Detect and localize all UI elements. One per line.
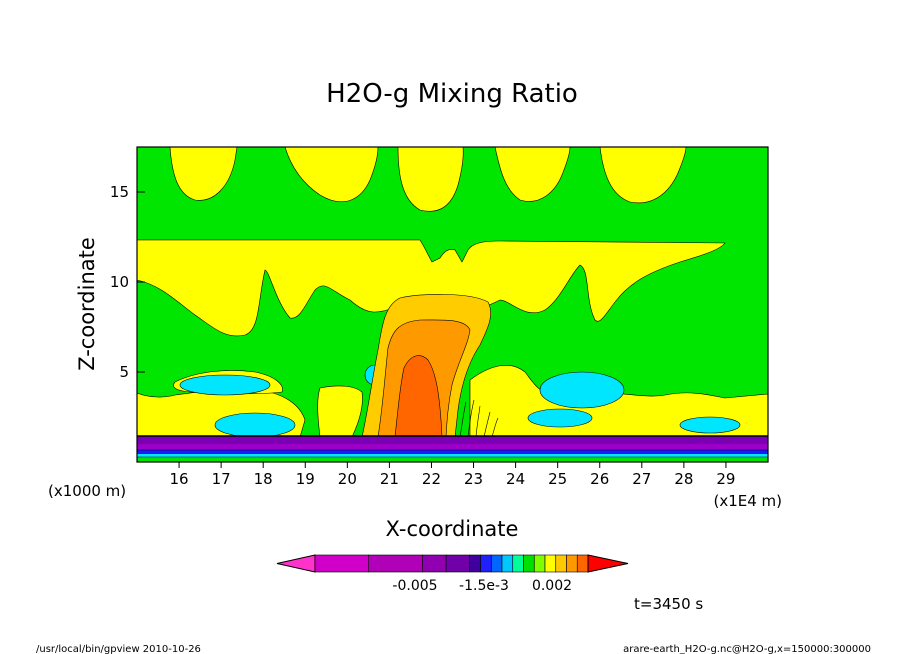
x-tick-label: 17 [212,470,231,488]
boundary-layer-green [137,457,768,462]
upper-yellow-region [494,147,571,202]
x-tick-label: 20 [338,470,357,488]
x-tick-label: 19 [296,470,315,488]
colorbar-segment [544,554,557,573]
x-units-left: (x1000 m) [48,482,126,500]
colorbar-max-extend [587,554,629,573]
colorbar-segment [566,554,578,573]
boundary-layer-blue [137,450,768,454]
colorbar-segment [512,554,524,573]
colorbar-segment [501,554,514,573]
boundary-layer-violet [137,444,768,450]
cyan-region [539,371,625,409]
x-tick-label: 23 [464,470,483,488]
x-tick-label: 16 [170,470,189,488]
x-tick-label: 21 [380,470,399,488]
x-tick-label: 27 [632,470,651,488]
colorbar-segment [555,554,567,573]
x-tick-label: 18 [254,470,273,488]
colorbar-segment [576,554,589,573]
colorbar [276,554,629,573]
colorbar-segment [445,554,471,573]
x-units-right: (x1E4 m) [713,492,782,510]
boundary-layer-cyan [137,454,768,457]
colorbar-label-1: -0.005 [392,578,437,594]
footer-right: arare-earth_H2O-g.nc@H2O-g,x=150000:3000… [623,644,871,654]
cyan-region [214,412,296,438]
colorbar-segment [480,554,492,573]
y-tick-label: 5 [119,363,129,381]
colorbar-segment [523,554,535,573]
contour-field [137,147,768,462]
x-tick-label: 22 [422,470,441,488]
lower-yellow-band [317,385,363,438]
colorbar-segment [314,554,370,573]
mid-yellow-band [137,239,726,337]
colorbar-min-extend [276,554,316,573]
x-axis-ticks: 16 17 18 19 20 21 22 23 24 25 26 27 28 29 [170,462,735,488]
plume-dark-orange [394,355,443,438]
colorbar-segment [533,554,546,573]
footer-left: /usr/local/bin/gpview 2010-10-26 [36,644,201,654]
x-axis-label: X-coordinate [386,517,519,541]
colorbar-segment [469,554,481,573]
cyan-region [179,374,271,396]
y-axis-ticks: 5 10 15 [110,183,145,381]
colorbar-label-2: -1.5e-3 [459,578,509,594]
colorbar-segment [368,554,423,573]
streak-region [459,399,499,438]
x-tick-label: 28 [674,470,693,488]
colorbar-segment [490,554,503,573]
plot-frame [136,146,769,463]
chart-title: H2O-g Mixing Ratio [326,79,578,109]
x-tick-label: 25 [548,470,567,488]
upper-yellow-region [284,147,379,203]
upper-yellow-region [397,147,464,212]
colorbar-label-3: 0.002 [532,578,572,594]
upper-yellow-region [599,147,687,204]
x-tick-label: 24 [506,470,525,488]
boundary-layer-purple [137,436,768,444]
cyan-region [527,408,593,428]
y-axis-label: Z-coordinate [75,237,99,371]
y-tick-label: 10 [110,273,129,291]
y-tick-label: 15 [110,183,129,201]
time-label: t=3450 s [634,595,703,613]
x-tick-label: 29 [716,470,735,488]
x-tick-label: 26 [590,470,609,488]
colorbar-segment [422,554,447,573]
upper-yellow-region [169,147,238,201]
cyan-region [679,416,741,434]
